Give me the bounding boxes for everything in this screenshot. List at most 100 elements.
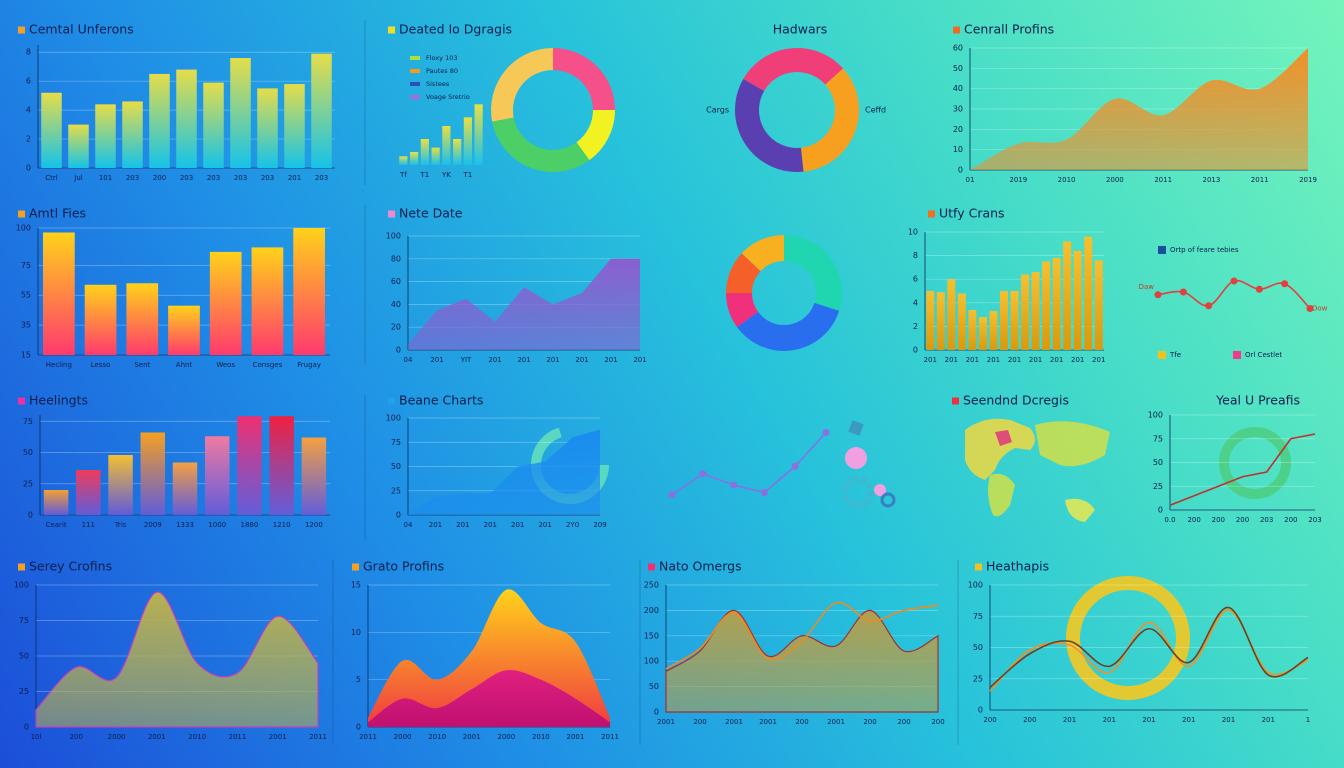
y-tick-label: 50 (649, 682, 659, 691)
legend-label: Pautes 80 (426, 67, 458, 75)
x-tick-label: 201 (1222, 716, 1235, 724)
x-tick-label: 203 (1260, 516, 1273, 524)
area (35, 591, 319, 728)
y-tick-label: 100 (968, 581, 983, 590)
x-tick-label: Sent (134, 361, 150, 369)
x-tick-label: 2001 (759, 718, 777, 726)
donut-slice (553, 48, 615, 110)
x-tick-label: 2009 (144, 521, 162, 529)
bar (1073, 250, 1082, 350)
y-tick-label: 8 (26, 48, 31, 57)
title-swatch (388, 210, 395, 218)
x-tick-label: 203 (207, 174, 220, 182)
x-tick-label: 201 (1182, 716, 1195, 724)
x-tick-label: 201 (430, 356, 443, 364)
bar (41, 92, 62, 168)
x-tick-label: 04 (404, 356, 413, 364)
y-tick-label: 60 (953, 44, 963, 53)
y-tick-label: 50 (23, 448, 33, 457)
area (665, 609, 939, 713)
x-tick-label: Tris (114, 521, 127, 529)
x-tick-label: 203 (261, 174, 274, 182)
y-tick-label: 4 (26, 106, 31, 115)
y-tick-label: 60 (391, 277, 401, 286)
x-tick-label: 200 (1284, 516, 1297, 524)
annotation: Dow (1312, 305, 1328, 313)
title-swatch (388, 397, 395, 405)
legend-swatch (410, 95, 420, 99)
bar (1063, 241, 1072, 350)
x-tick-label: 04 (404, 521, 413, 529)
x-tick-label: 2013 (1203, 176, 1221, 184)
y-tick-label: 75 (19, 616, 29, 625)
x-tick-label: 201 (1103, 716, 1116, 724)
title-swatch (18, 26, 25, 34)
bar (999, 291, 1008, 350)
x-tick-label: 203 (180, 174, 193, 182)
chart-title: Heelingts (29, 393, 88, 408)
x-tick-label: 201 (1262, 716, 1275, 724)
world-map (965, 418, 1110, 522)
ring (1066, 576, 1190, 700)
x-tick-label: Weos (216, 361, 235, 369)
decor-flowers (842, 420, 896, 508)
x-tick-label: 201 (288, 174, 301, 182)
y-tick-label: 25 (1153, 482, 1163, 491)
x-tick-label: 200 (1187, 516, 1200, 524)
y-tick-label: 2 (913, 322, 918, 331)
x-tick-label: 201 (575, 356, 588, 364)
bar (68, 124, 89, 168)
x-tick-label: Tf (399, 171, 407, 179)
y-tick-label: 5 (356, 675, 361, 684)
x-tick-label: 200 (693, 718, 706, 726)
marker (699, 470, 707, 478)
x-tick-label: 2010 (1058, 176, 1076, 184)
x-tick-label: 201 (987, 356, 1000, 364)
chart-title: Nete Date (399, 206, 463, 221)
x-tick-label: 2001 (567, 733, 585, 741)
x-tick-label: 2011 (1154, 176, 1172, 184)
marker (1179, 288, 1187, 296)
bar (311, 53, 332, 168)
marker (730, 481, 738, 489)
title-swatch (648, 563, 655, 571)
annotation: Ceffd (865, 106, 886, 115)
donut-slice (800, 68, 859, 172)
bar (172, 462, 198, 515)
x-tick-label: Hecling (46, 361, 72, 369)
bar (284, 84, 305, 168)
y-tick-label: 25 (973, 674, 983, 683)
donut-slice (741, 235, 784, 272)
y-tick-label: 50 (1153, 458, 1163, 467)
y-tick-label: 100 (16, 224, 31, 233)
legend-swatch (1158, 246, 1166, 254)
title-swatch (952, 397, 959, 405)
continent (1065, 498, 1095, 522)
line (1169, 433, 1316, 506)
legend-swatch (1158, 351, 1166, 359)
legend-label: Floxy 103 (426, 54, 458, 62)
bar (108, 455, 133, 515)
x-tick-label: 201 (633, 356, 646, 364)
x-tick-label: 201 (484, 521, 497, 529)
line (671, 431, 827, 496)
x-tick-label: 201 (924, 356, 937, 364)
continent (1035, 421, 1110, 467)
bar (237, 416, 262, 515)
x-tick-label: Lesso (91, 361, 111, 369)
chart-title: Serey Crofins (29, 559, 112, 574)
bar (947, 279, 956, 350)
area (408, 258, 640, 350)
bar (257, 88, 278, 168)
x-tick-label: 2001 (657, 718, 675, 726)
donut-slice (734, 79, 804, 172)
x-tick-label: 2011 (309, 733, 327, 741)
annotation: Daw (1139, 283, 1155, 291)
bar (399, 156, 408, 165)
chart-title: Nato Omergs (659, 559, 742, 574)
y-tick-label: 55 (21, 291, 31, 300)
line (665, 601, 939, 670)
x-tick-label: 201 (1029, 356, 1042, 364)
bar (474, 104, 483, 165)
